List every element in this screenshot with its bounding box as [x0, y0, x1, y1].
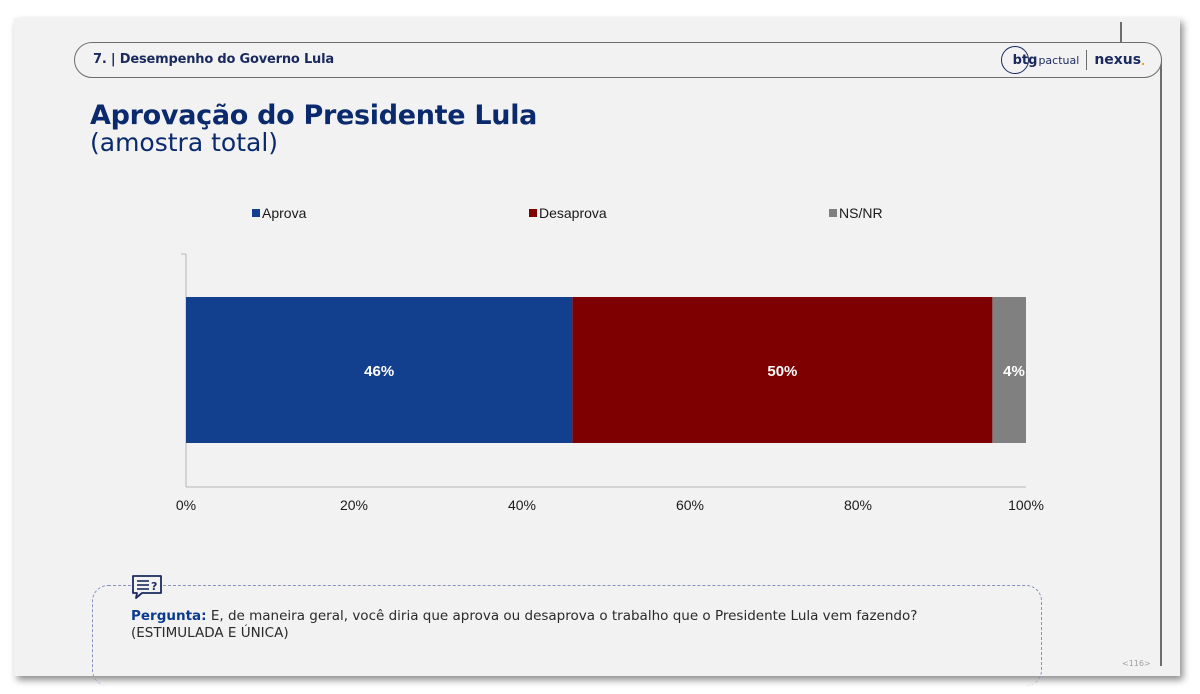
data-label-ns-nr: 4%	[1003, 363, 1025, 380]
legend-label-desaprova: Desaprova	[539, 205, 607, 221]
data-label-desaprova: 50%	[767, 363, 797, 380]
x-tick-label: 40%	[508, 497, 536, 513]
nexus-logo: nexus	[1094, 52, 1142, 68]
bar-desaprova	[572, 297, 993, 443]
legend-swatch-aprova	[252, 209, 260, 217]
frame-line-right	[1160, 58, 1162, 666]
legend-label-ns-nr: NS/NR	[839, 205, 883, 221]
section-label: 7. | Desempenho do Governo Lula	[93, 52, 334, 67]
btg-pactual-logo: btg pactual	[1000, 46, 1080, 74]
svg-text:?: ?	[151, 580, 157, 593]
question-box: ? Pergunta: E, de maneira geral, você di…	[92, 574, 1042, 686]
bar-ns-nr	[992, 297, 1026, 443]
x-tick-label: 100%	[1008, 497, 1044, 513]
question-body: E, de maneira geral, você diria que apro…	[206, 608, 918, 624]
brand-logos: btg pactual nexus.	[1000, 46, 1145, 74]
x-tick-label: 80%	[844, 497, 872, 513]
btg-logo-sub: pactual	[1038, 53, 1080, 67]
x-tick-label: 0%	[176, 497, 196, 513]
legend-label-aprova: Aprova	[262, 205, 307, 221]
page-title: Aprovação do Presidente Lula	[90, 100, 538, 131]
btg-circle-icon	[1000, 46, 1029, 74]
section-header: 7. | Desempenho do Governo Lula btg pact…	[74, 42, 1162, 78]
x-tick-label: 20%	[340, 497, 368, 513]
nexus-logo-dot: .	[1141, 52, 1145, 68]
bar-aprova	[186, 297, 573, 443]
question-text: Pergunta: E, de maneira geral, você diri…	[131, 608, 1011, 642]
chart-legend: Aprova Desaprova NS/NR	[252, 205, 883, 221]
question-note: (ESTIMULADA E ÚNICA)	[131, 625, 289, 641]
page-subtitle: (amostra total)	[90, 128, 279, 157]
data-label-aprova: 46%	[364, 363, 394, 380]
x-axis-ticks: 0% 20% 40% 60% 80% 100%	[176, 497, 1044, 513]
page-number: <116>	[1122, 659, 1151, 668]
legend-swatch-desaprova	[529, 209, 537, 217]
chart-bars: 46% 50% 4%	[186, 297, 1026, 443]
x-tick-label: 60%	[676, 497, 704, 513]
brand-divider	[1086, 50, 1088, 70]
question-label: Pergunta:	[131, 608, 207, 624]
speech-bubble-question-icon: ?	[131, 574, 163, 600]
legend-swatch-ns-nr	[829, 209, 837, 217]
btg-logo-text: btg	[1012, 52, 1038, 68]
